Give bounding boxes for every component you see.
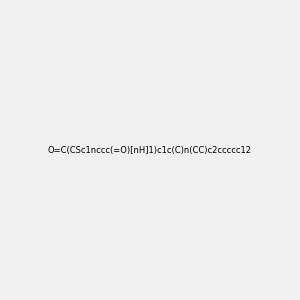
Text: O=C(CSc1nccc(=O)[nH]1)c1c(C)n(CC)c2ccccc12: O=C(CSc1nccc(=O)[nH]1)c1c(C)n(CC)c2ccccc… bbox=[48, 146, 252, 154]
